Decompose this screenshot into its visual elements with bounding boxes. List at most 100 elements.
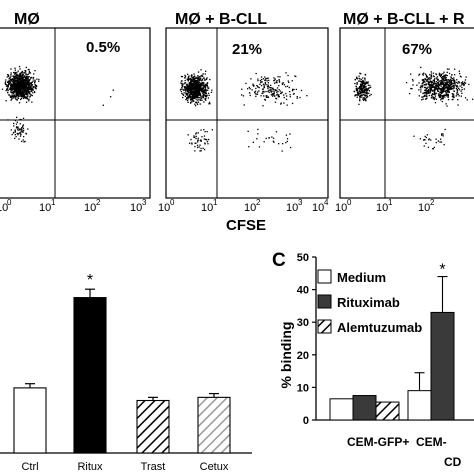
event-dot bbox=[260, 76, 263, 78]
event-dot bbox=[196, 92, 198, 94]
flow-panel-3-quadrant-label: 67% bbox=[402, 41, 432, 58]
event-dot bbox=[359, 96, 361, 98]
event-dot bbox=[445, 90, 447, 92]
event-dot bbox=[196, 103, 199, 106]
flow-panel-1-tick-exp: 3 bbox=[142, 198, 147, 207]
event-dot bbox=[181, 85, 184, 88]
flow-panel-3-dots bbox=[353, 66, 474, 150]
event-dot bbox=[195, 96, 197, 98]
event-dot bbox=[18, 82, 20, 84]
event-dot bbox=[194, 105, 197, 107]
event-dot bbox=[367, 84, 369, 86]
event-dot bbox=[30, 86, 32, 89]
event-dot bbox=[21, 75, 23, 77]
event-dot bbox=[453, 79, 456, 82]
event-dot bbox=[442, 86, 444, 89]
event-dot bbox=[9, 80, 11, 82]
event-dot bbox=[193, 93, 195, 95]
event-dot bbox=[191, 142, 193, 144]
event-dot bbox=[451, 93, 453, 95]
event-dot bbox=[252, 141, 254, 143]
event-dot bbox=[286, 140, 288, 143]
event-dot bbox=[451, 79, 453, 82]
event-dot bbox=[20, 73, 22, 75]
event-dot bbox=[198, 96, 200, 99]
event-dot bbox=[443, 94, 446, 96]
event-dot bbox=[442, 76, 444, 78]
event-dot bbox=[198, 86, 200, 88]
event-dot bbox=[447, 88, 449, 90]
event-dot bbox=[12, 93, 15, 95]
event-dot bbox=[17, 86, 19, 88]
event-dot bbox=[26, 84, 28, 86]
event-dot bbox=[19, 72, 21, 74]
event-dot bbox=[363, 92, 366, 94]
event-dot bbox=[182, 84, 184, 86]
event-dot bbox=[185, 87, 187, 89]
panel-c-letter-box bbox=[271, 246, 291, 268]
event-dot bbox=[205, 97, 207, 99]
event-dot bbox=[441, 88, 443, 90]
event-dot bbox=[274, 90, 276, 92]
event-dot bbox=[18, 89, 20, 91]
flow-panel-2-tick-label: 10 bbox=[312, 202, 324, 214]
event-dot bbox=[193, 78, 195, 80]
event-dot bbox=[444, 94, 447, 96]
event-dot bbox=[362, 85, 364, 87]
event-dot bbox=[433, 76, 435, 78]
event-dot bbox=[9, 82, 11, 85]
event-dot bbox=[204, 143, 206, 145]
event-dot bbox=[188, 97, 190, 99]
event-dot bbox=[264, 81, 266, 84]
event-dot bbox=[32, 89, 34, 91]
event-dot bbox=[254, 92, 256, 94]
event-dot bbox=[450, 76, 452, 78]
event-dot bbox=[442, 89, 444, 91]
bar-chart-b-category-labels: Ctrl Ritux Trast Cetux bbox=[21, 461, 228, 473]
event-dot bbox=[23, 96, 25, 98]
event-dot bbox=[270, 88, 272, 90]
event-dot bbox=[205, 91, 207, 94]
event-dot bbox=[11, 83, 13, 85]
legend-label: Medium bbox=[337, 270, 386, 285]
event-dot bbox=[8, 78, 10, 80]
event-dot bbox=[453, 81, 456, 83]
event-dot bbox=[270, 84, 272, 86]
event-dot bbox=[7, 81, 9, 83]
event-dot bbox=[20, 75, 22, 78]
event-dot bbox=[189, 82, 191, 84]
event-dot bbox=[424, 89, 426, 91]
event-dot bbox=[10, 96, 12, 98]
event-dot bbox=[9, 95, 12, 97]
event-dot bbox=[22, 117, 25, 119]
event-dot bbox=[20, 96, 23, 98]
event-dot bbox=[358, 92, 360, 94]
event-dot bbox=[28, 100, 30, 102]
event-dot bbox=[443, 85, 445, 87]
event-dot bbox=[456, 85, 458, 88]
event-dot bbox=[421, 79, 423, 81]
event-dot bbox=[453, 86, 455, 88]
event-dot bbox=[20, 94, 22, 96]
event-dot bbox=[288, 81, 290, 83]
event-dot bbox=[190, 86, 192, 88]
event-dot bbox=[444, 80, 446, 82]
event-dot bbox=[278, 89, 280, 91]
event-dot bbox=[201, 88, 203, 90]
event-dot bbox=[192, 95, 194, 97]
event-dot bbox=[440, 138, 442, 140]
event-dot bbox=[189, 91, 191, 93]
event-dot bbox=[359, 72, 361, 74]
event-dot bbox=[195, 82, 197, 84]
legend-swatch bbox=[317, 294, 332, 309]
event-dot bbox=[428, 139, 430, 141]
flow-panel-3-tick-exp: 1 bbox=[388, 198, 393, 207]
event-dot bbox=[438, 94, 440, 97]
event-dot bbox=[458, 89, 461, 91]
event-dot bbox=[255, 93, 257, 95]
event-dot bbox=[207, 87, 209, 89]
event-dot bbox=[277, 95, 280, 97]
event-dot bbox=[198, 99, 200, 101]
event-dot bbox=[26, 80, 28, 82]
event-dot bbox=[442, 98, 444, 100]
